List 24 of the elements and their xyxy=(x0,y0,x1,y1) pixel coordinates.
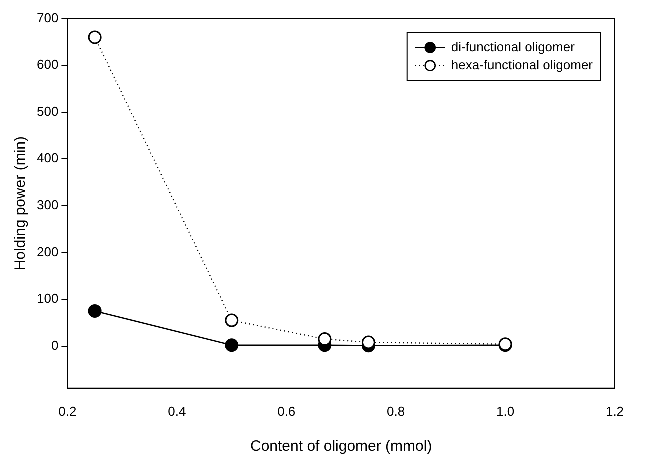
x-tick-label: 0.4 xyxy=(168,404,186,419)
point xyxy=(225,338,239,352)
point xyxy=(318,332,332,346)
x-tick-label: 0.2 xyxy=(58,404,77,419)
x-axis-title: Content of oligomer (mmol) xyxy=(250,438,432,456)
x-tick-label: 1.2 xyxy=(606,404,624,419)
x-tick-label: 0.8 xyxy=(387,404,406,419)
legend-label: di-functional oligomer xyxy=(451,39,576,54)
point xyxy=(362,336,376,350)
y-tick-label: 600 xyxy=(36,57,59,72)
point xyxy=(88,30,102,44)
y-tick-label: 0 xyxy=(51,338,59,353)
y-tick-label: 500 xyxy=(36,104,59,119)
y-tick-label: 700 xyxy=(36,10,59,26)
y-tick-label: 100 xyxy=(36,291,59,306)
x-tick-label: 0.6 xyxy=(278,404,296,419)
point xyxy=(88,304,102,318)
point xyxy=(225,314,239,328)
y-axis-title: Holding power (min) xyxy=(12,136,30,271)
y-tick-label: 400 xyxy=(36,150,59,166)
y-tick-label: 300 xyxy=(36,198,59,213)
y-tick-label: 200 xyxy=(36,244,59,260)
legend-label: hexa-functional oligomer xyxy=(451,57,594,72)
x-tick-label: 1.0 xyxy=(496,404,515,419)
